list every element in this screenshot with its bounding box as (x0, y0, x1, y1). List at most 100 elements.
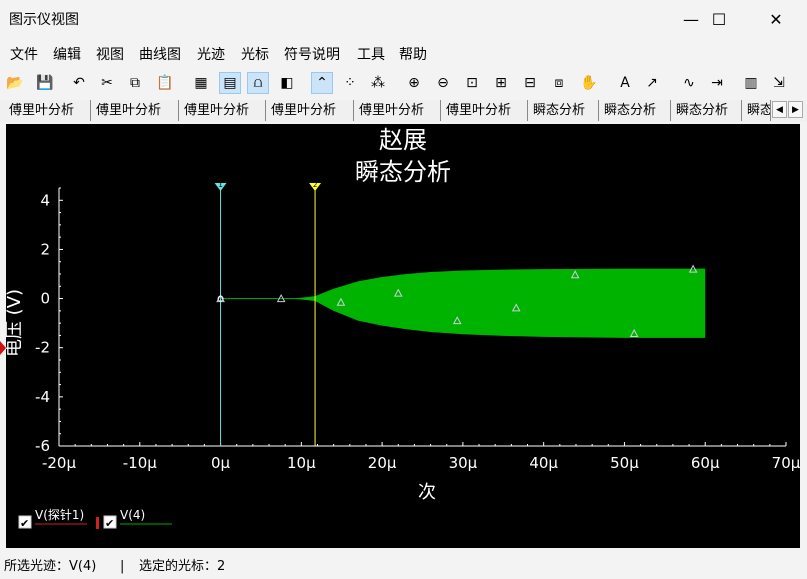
tab-fourier-3[interactable]: 傅里叶分析 (180, 100, 266, 121)
grid-icon[interactable]: ▦ (194, 75, 208, 91)
close-button[interactable]: ✕ (769, 9, 783, 29)
tab-transient-3[interactable]: 瞬态分析 (672, 100, 742, 121)
cursor-2-marker (309, 183, 322, 191)
y-tick-label: 4 (40, 191, 50, 209)
selectmarks-icon[interactable]: ⩍ (247, 72, 269, 94)
y-cursor-marker-icon[interactable] (0, 341, 6, 355)
export-icon[interactable]: ⇥ (711, 75, 723, 91)
cursor-1-label: 1 (218, 181, 222, 189)
legend-checkbox (18, 515, 32, 529)
tab-transient-4[interactable]: 瞬态 (743, 100, 771, 121)
graph-area[interactable]: 4 2 0 -2 -4 -6 -20μ -10μ 0μ 10μ 20μ 30μ 40μ 50μ 60μ 70μ… (4, 124, 801, 548)
data-marker (688, 264, 698, 273)
open-icon[interactable]: 📂 (6, 75, 24, 91)
text-pointer-icon[interactable]: ↗ (646, 75, 658, 91)
paste-icon[interactable]: 📋 (156, 75, 174, 91)
cursor-1-marker (214, 183, 227, 191)
x-tick-label: 0μ (211, 454, 231, 472)
y-tick-label: -2 (35, 339, 50, 357)
tab-scroll-left-icon[interactable]: ◀ (772, 101, 787, 118)
status-bar: 所选光迹：V(4) | 选定的光标：2 (0, 555, 807, 579)
data-points-icon[interactable]: ⁘ (344, 75, 356, 91)
zoom-x-icon[interactable]: ⊞ (495, 75, 507, 91)
y-tick-label: -6 (35, 437, 50, 455)
menu-legend[interactable]: 符号说明 (284, 47, 340, 63)
menu-graph[interactable]: 曲线图 (139, 47, 181, 63)
y-tick-label: 2 (40, 240, 50, 258)
status-selected-cursor: 选定的光标：2 (139, 559, 226, 574)
legend-label: V(4) (120, 508, 145, 522)
x-tick-label: -20μ (42, 454, 76, 472)
tab-fourier-6[interactable]: 傅里叶分析 (442, 100, 528, 121)
data-marker (511, 303, 521, 312)
v4-trace-area (220, 268, 706, 338)
tab-fourier-2[interactable]: 傅里叶分析 (92, 100, 179, 121)
legend-checkbox (103, 515, 117, 529)
tab-strip: 傅里叶分析 傅里叶分析 傅里叶分析 傅里叶分析 傅里叶分析 傅里叶分析 瞬态分析… (0, 100, 807, 122)
chart-title: 赵展 (379, 126, 427, 154)
data-marker (393, 288, 403, 297)
minimize-button[interactable]: — (683, 9, 699, 29)
show-cursors-icon[interactable]: ⌃ (311, 72, 333, 94)
undo-icon[interactable]: ↶ (73, 75, 85, 91)
menu-cursor[interactable]: 光标 (241, 47, 269, 63)
menu-trace[interactable]: 光迹 (197, 47, 225, 63)
cursor-2-label: 2 (313, 181, 317, 189)
y-axis-label: 电压 (V) (6, 289, 25, 357)
save-icon[interactable]: 💾 (36, 75, 54, 91)
x-tick-label: 70μ (772, 454, 800, 472)
origin-marker (217, 295, 224, 302)
trace-props-icon[interactable]: ∿ (683, 75, 695, 91)
zoom-fit-icon[interactable]: ⊡ (466, 75, 478, 91)
menu-tools[interactable]: 工具 (357, 47, 385, 63)
x-axis-label: 次 (418, 482, 436, 503)
status-selected-trace: 所选光迹：V(4) (4, 559, 97, 574)
zoom-y-icon[interactable]: ⊟ (524, 75, 536, 91)
send-to-icon[interactable]: ⇲ (773, 75, 785, 91)
legend-icon[interactable]: ▤ (219, 72, 241, 94)
cut-icon[interactable]: ✂ (101, 75, 113, 91)
y-tick-label: 0 (40, 290, 50, 308)
copy-graph-icon[interactable]: ▥ (744, 75, 758, 91)
menu-file[interactable]: 文件 (10, 47, 38, 63)
text-icon[interactable]: A (620, 75, 630, 91)
x-tick-label: -10μ (123, 454, 157, 472)
x-tick-label: 60μ (691, 454, 720, 472)
zoom-out-icon[interactable]: ⊖ (437, 75, 449, 91)
menu-view[interactable]: 视图 (96, 47, 124, 63)
y-tick-label: -4 (35, 388, 50, 406)
toolbar: 📂 💾 ↶ ✂ ⧉ 📋 ▦ ▤ ⩍ ◧ ⌃ ⁘ ⁂ ⊕ ⊖ ⊡ ⊞ ⊟ ⧈ ✋ A ↗ ∿ ⇥ ▥ ⇲ (0, 68, 807, 98)
title-bar: 图示仪视图 — ☐ ✕ (0, 0, 807, 38)
legend-check-icon: ✔ (105, 517, 114, 530)
tab-scroll-right-icon[interactable]: ▶ (788, 101, 803, 118)
x-tick-label: 30μ (449, 454, 478, 472)
marker-points-icon[interactable]: ⁂ (371, 75, 385, 91)
selected-trace-marker (96, 517, 99, 529)
tab-transient-1[interactable]: 瞬态分析 (529, 100, 599, 121)
menu-edit[interactable]: 编辑 (53, 47, 81, 63)
zoom-in-icon[interactable]: ⊕ (408, 75, 420, 91)
data-marker (629, 328, 639, 337)
overlay-icon[interactable]: ◧ (280, 75, 294, 91)
copy-icon[interactable]: ⧉ (130, 75, 140, 91)
x-tick-label: 40μ (529, 454, 558, 472)
x-tick-label: 50μ (610, 454, 639, 472)
zoom-area-icon[interactable]: ⧈ (554, 75, 564, 91)
chart-subtitle: 瞬态分析 (355, 158, 451, 186)
data-marker (276, 294, 286, 303)
maximize-button[interactable]: ☐ (711, 9, 727, 29)
tab-fourier-5[interactable]: 傅里叶分析 (355, 100, 441, 121)
window-title: 图示仪视图 (9, 12, 79, 28)
x-tick-label: 20μ (368, 454, 397, 472)
pan-icon[interactable]: ✋ (580, 75, 598, 91)
tab-fourier-1[interactable]: 傅里叶分析 (5, 100, 91, 121)
data-marker (452, 316, 462, 325)
legend-label: V(探针1) (35, 507, 84, 522)
tab-transient-2[interactable]: 瞬态分析 (600, 100, 671, 121)
tab-fourier-4[interactable]: 傅里叶分析 (267, 100, 354, 121)
x-tick-label: 10μ (287, 454, 316, 472)
transient-chart[interactable]: 4 2 0 -2 -4 -6-20μ -10μ 0μ 10μ 20μ 30μ 40μ 50μ 60μ 70μ… (4, 124, 801, 548)
status-separator: | (120, 559, 125, 574)
menu-help[interactable]: 帮助 (399, 47, 427, 63)
legend-check-icon: ✔ (20, 517, 29, 530)
